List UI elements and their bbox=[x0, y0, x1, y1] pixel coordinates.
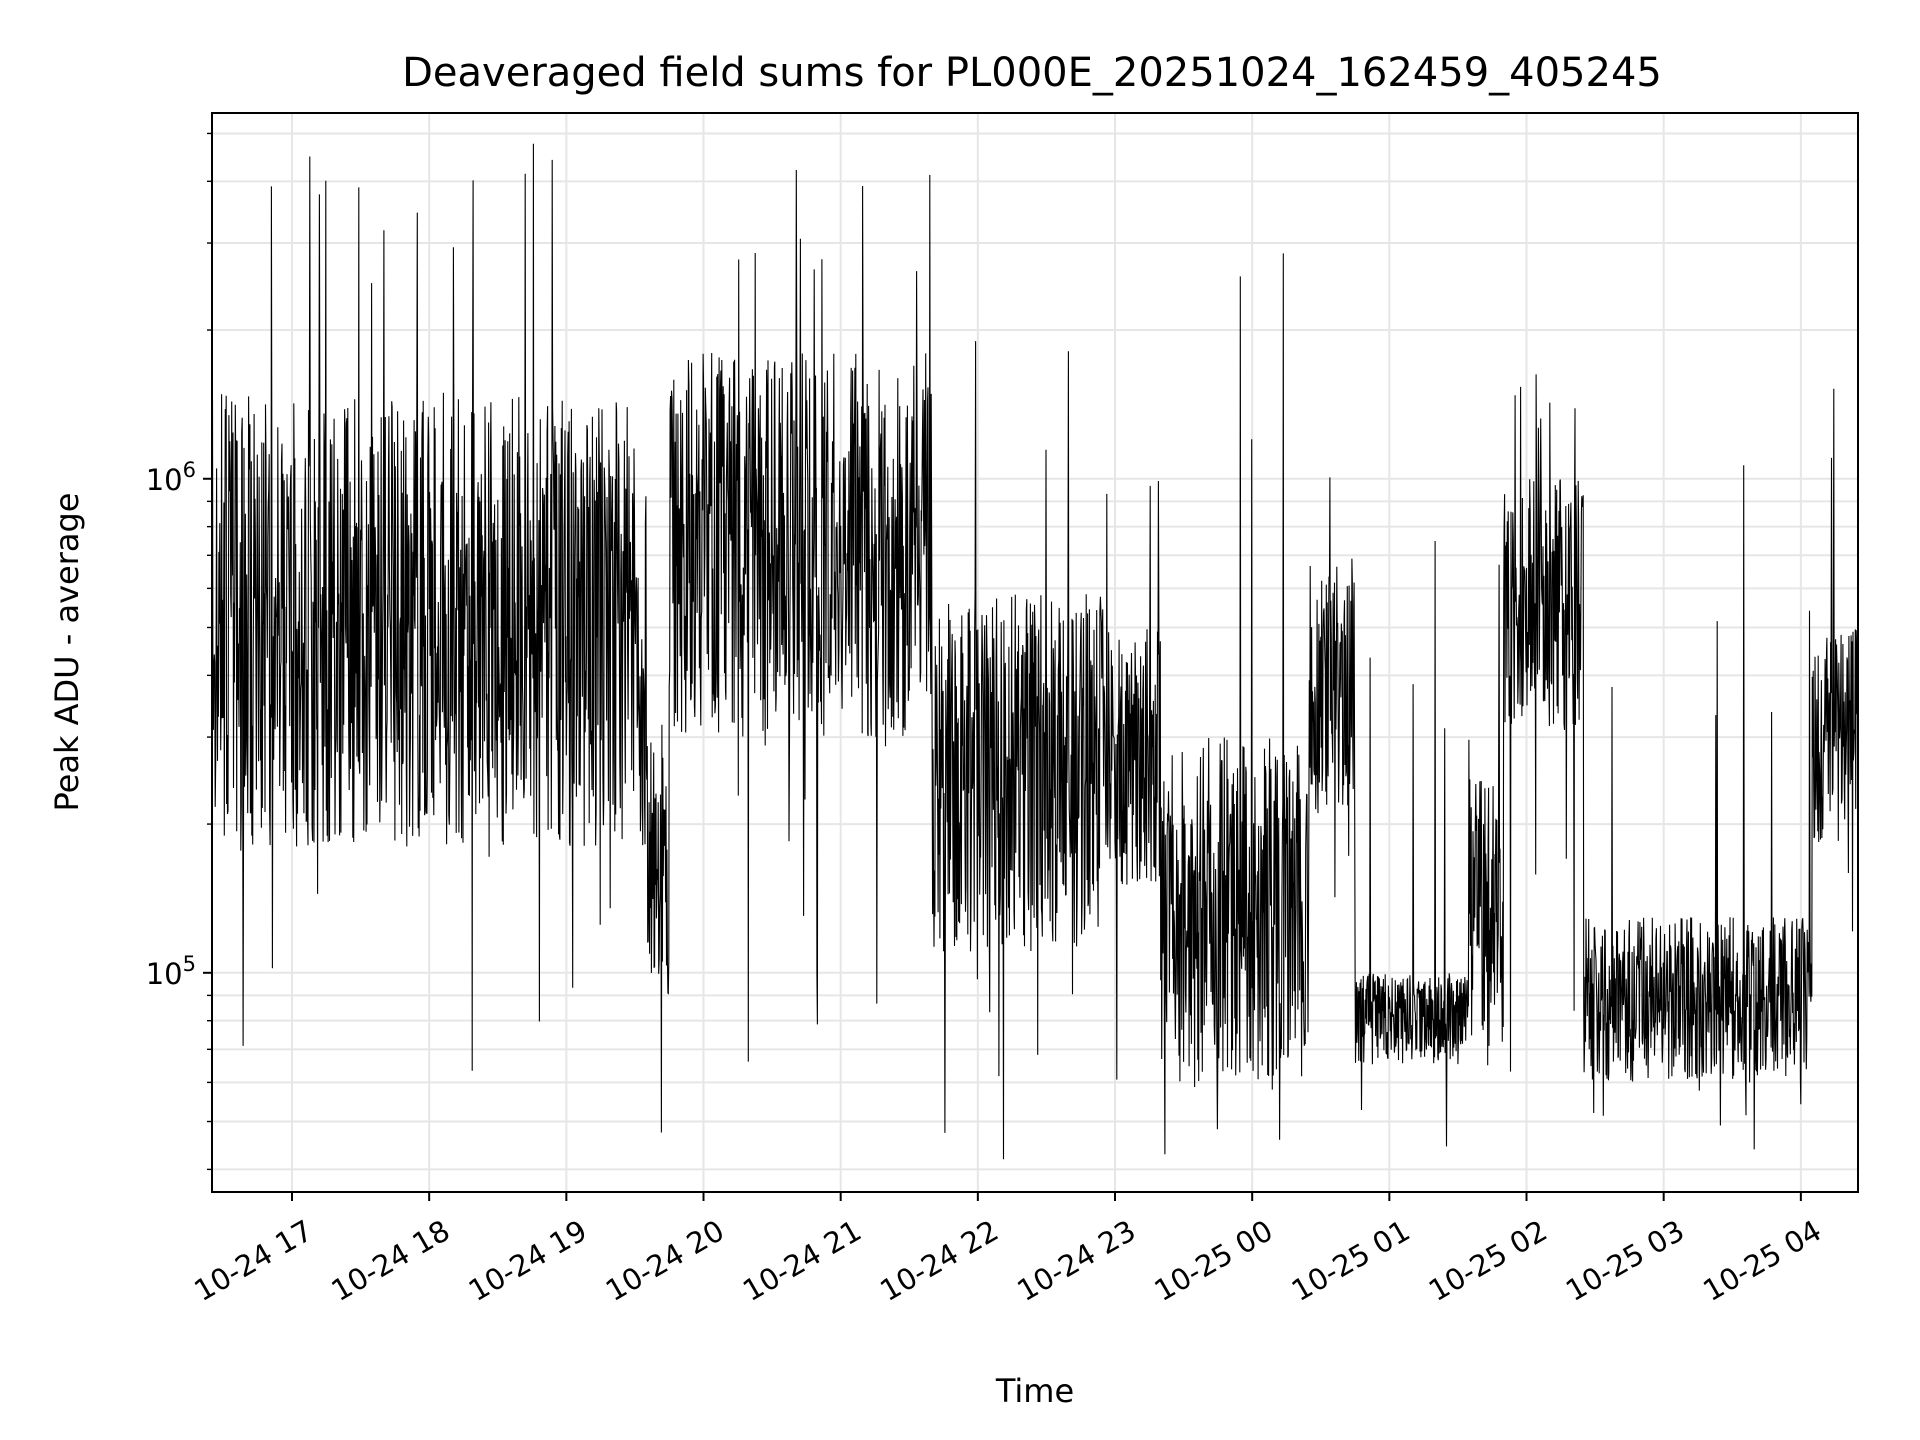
chart-title: Deaveraged field sums for PL000E_2025102… bbox=[402, 50, 1662, 96]
y-tick-label: 106 bbox=[146, 458, 196, 497]
y-axis: 105 106 bbox=[146, 132, 212, 1171]
y-axis-label: Peak ADU - average bbox=[48, 493, 86, 812]
x-axis-label: Time bbox=[995, 1372, 1074, 1410]
plot-frame bbox=[211, 112, 1859, 1193]
y-tick-label: 105 bbox=[146, 952, 196, 991]
series-line bbox=[212, 143, 1858, 1160]
